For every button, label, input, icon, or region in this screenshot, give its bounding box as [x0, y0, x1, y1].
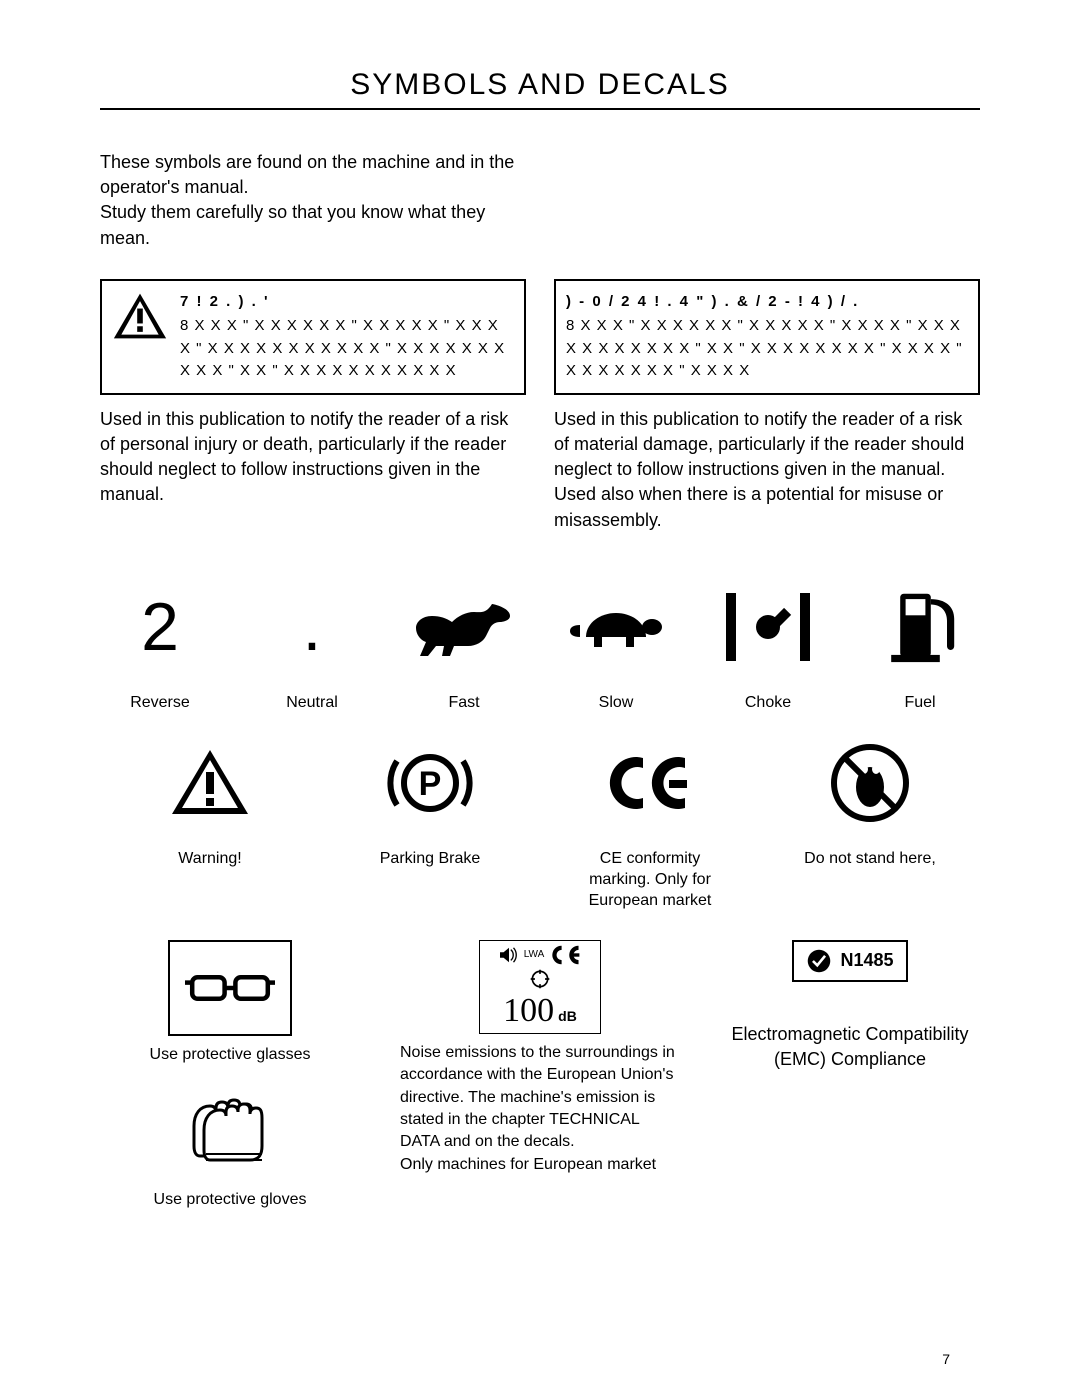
fast-label: Fast — [448, 693, 479, 714]
no-stand-label: Do not stand here, — [804, 849, 936, 870]
noise-value: 100 — [503, 992, 554, 1029]
slow-label: Slow — [599, 693, 634, 714]
warning-label: Warning! — [178, 849, 241, 870]
gloves-label: Use protective gloves — [154, 1189, 307, 1211]
info-box-body: 8 X X X " X X X X X X " X X X X X " X X … — [566, 315, 968, 383]
intro-text: These symbols are found on the machine a… — [100, 150, 530, 251]
warning-box-heading: 7 ! 2 . ) . ' — [180, 291, 514, 314]
neutral-label: Neutral — [286, 693, 338, 714]
emc-code: N1485 — [840, 950, 893, 971]
info-box-heading: ) - 0 / 2 4 ! . 4 " ) . & / 2 - ! 4 ) / … — [566, 291, 968, 314]
ce-label: CE conformity marking. Only for European… — [570, 849, 730, 911]
svg-text:P: P — [419, 765, 442, 803]
symbol-row-2: Warning! P Parking Brake CE — [100, 743, 980, 911]
warning-icon — [170, 743, 250, 823]
refresh-icon — [529, 968, 551, 990]
title-divider — [100, 108, 980, 110]
warning-box: 7 ! 2 . ) . ' 8 X X X " X X X X X X " X … — [100, 279, 526, 395]
ce-small-icon — [548, 944, 582, 966]
parking-brake-icon: P — [385, 743, 475, 823]
noise-emission-icon: LWA 100dB — [479, 940, 601, 1034]
noise-lwa-text: LWA — [524, 949, 545, 960]
check-circle-icon — [806, 948, 832, 974]
reverse-icon: 2 — [141, 587, 179, 667]
slow-turtle-icon — [566, 587, 666, 667]
noise-unit: dB — [558, 1008, 577, 1024]
emc-caption: Electromagnetic Compatibility (EMC) Comp… — [720, 1022, 980, 1072]
protective-gloves-icon — [180, 1096, 280, 1181]
info-box-caption: Used in this publication to notify the r… — [554, 407, 980, 533]
parking-brake-label: Parking Brake — [380, 849, 481, 870]
page-title: SYMBOLS AND DECALS — [100, 68, 980, 102]
page-number: 7 — [942, 1351, 950, 1367]
noise-caption: Noise emissions to the surroundings in a… — [400, 1042, 680, 1176]
info-box: ) - 0 / 2 4 ! . 4 " ) . & / 2 - ! 4 ) / … — [554, 279, 980, 395]
ce-mark-icon — [605, 743, 695, 823]
fuel-pump-icon — [884, 587, 956, 667]
fast-rabbit-icon — [414, 587, 514, 667]
speaker-icon — [498, 946, 520, 964]
warning-triangle-icon — [112, 291, 168, 341]
no-stand-icon — [830, 743, 910, 823]
choke-icon — [718, 587, 818, 667]
glasses-label: Use protective glasses — [150, 1044, 311, 1066]
reverse-label: Reverse — [130, 693, 190, 714]
warning-box-body: 8 X X X " X X X X X X " X X X X X " X X … — [180, 315, 514, 383]
neutral-icon: . — [303, 587, 322, 667]
emc-badge: N1485 — [792, 940, 907, 982]
lower-section: Use protective glasses Use protective gl… — [100, 940, 980, 1212]
choke-label: Choke — [745, 693, 791, 714]
protective-glasses-icon — [168, 940, 292, 1036]
symbol-row-1: 2 Reverse . Neutral Fast — [100, 587, 980, 714]
warning-box-caption: Used in this publication to notify the r… — [100, 407, 526, 508]
fuel-label: Fuel — [904, 693, 935, 714]
